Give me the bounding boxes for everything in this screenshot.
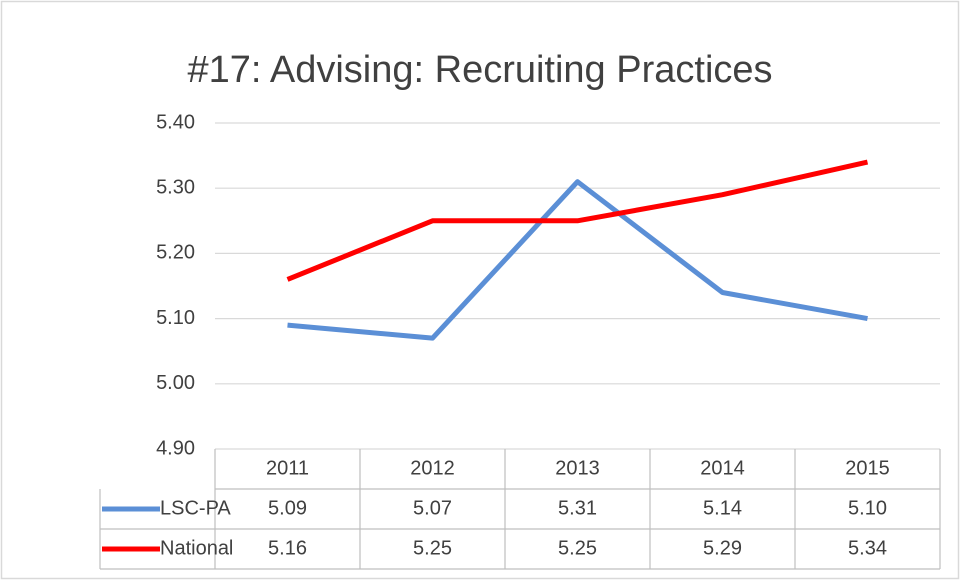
x-tick-label: 2012 bbox=[410, 457, 455, 479]
table-value: 5.25 bbox=[413, 537, 452, 559]
table-value: 5.34 bbox=[848, 537, 887, 559]
table-value: 5.07 bbox=[413, 497, 452, 519]
table-value: 5.25 bbox=[558, 537, 597, 559]
legend-label: LSC-PA bbox=[160, 497, 231, 519]
legend-label: National bbox=[160, 537, 233, 559]
table-value: 5.14 bbox=[703, 497, 742, 519]
table-value: 5.31 bbox=[558, 497, 597, 519]
x-tick-label: 2013 bbox=[555, 457, 600, 479]
x-tick-label: 2015 bbox=[845, 457, 890, 479]
x-tick-label: 2014 bbox=[700, 457, 745, 479]
y-tick-label: 5.40 bbox=[156, 111, 195, 133]
y-tick-label: 5.10 bbox=[156, 307, 195, 329]
data-line bbox=[287, 179, 868, 341]
table-value: 5.16 bbox=[268, 537, 307, 559]
chart-title: #17: Advising: Recruiting Practices bbox=[187, 49, 772, 91]
y-tick-label: 5.20 bbox=[156, 242, 195, 264]
table-value: 5.29 bbox=[703, 537, 742, 559]
data-line bbox=[286, 159, 869, 282]
y-tick-label: 5.00 bbox=[156, 372, 195, 394]
table-value: 5.09 bbox=[268, 497, 307, 519]
x-tick-label: 2011 bbox=[266, 457, 309, 479]
y-tick-label: 4.90 bbox=[156, 437, 195, 459]
table-value: 5.10 bbox=[848, 497, 887, 519]
y-tick-label: 5.30 bbox=[156, 176, 195, 198]
